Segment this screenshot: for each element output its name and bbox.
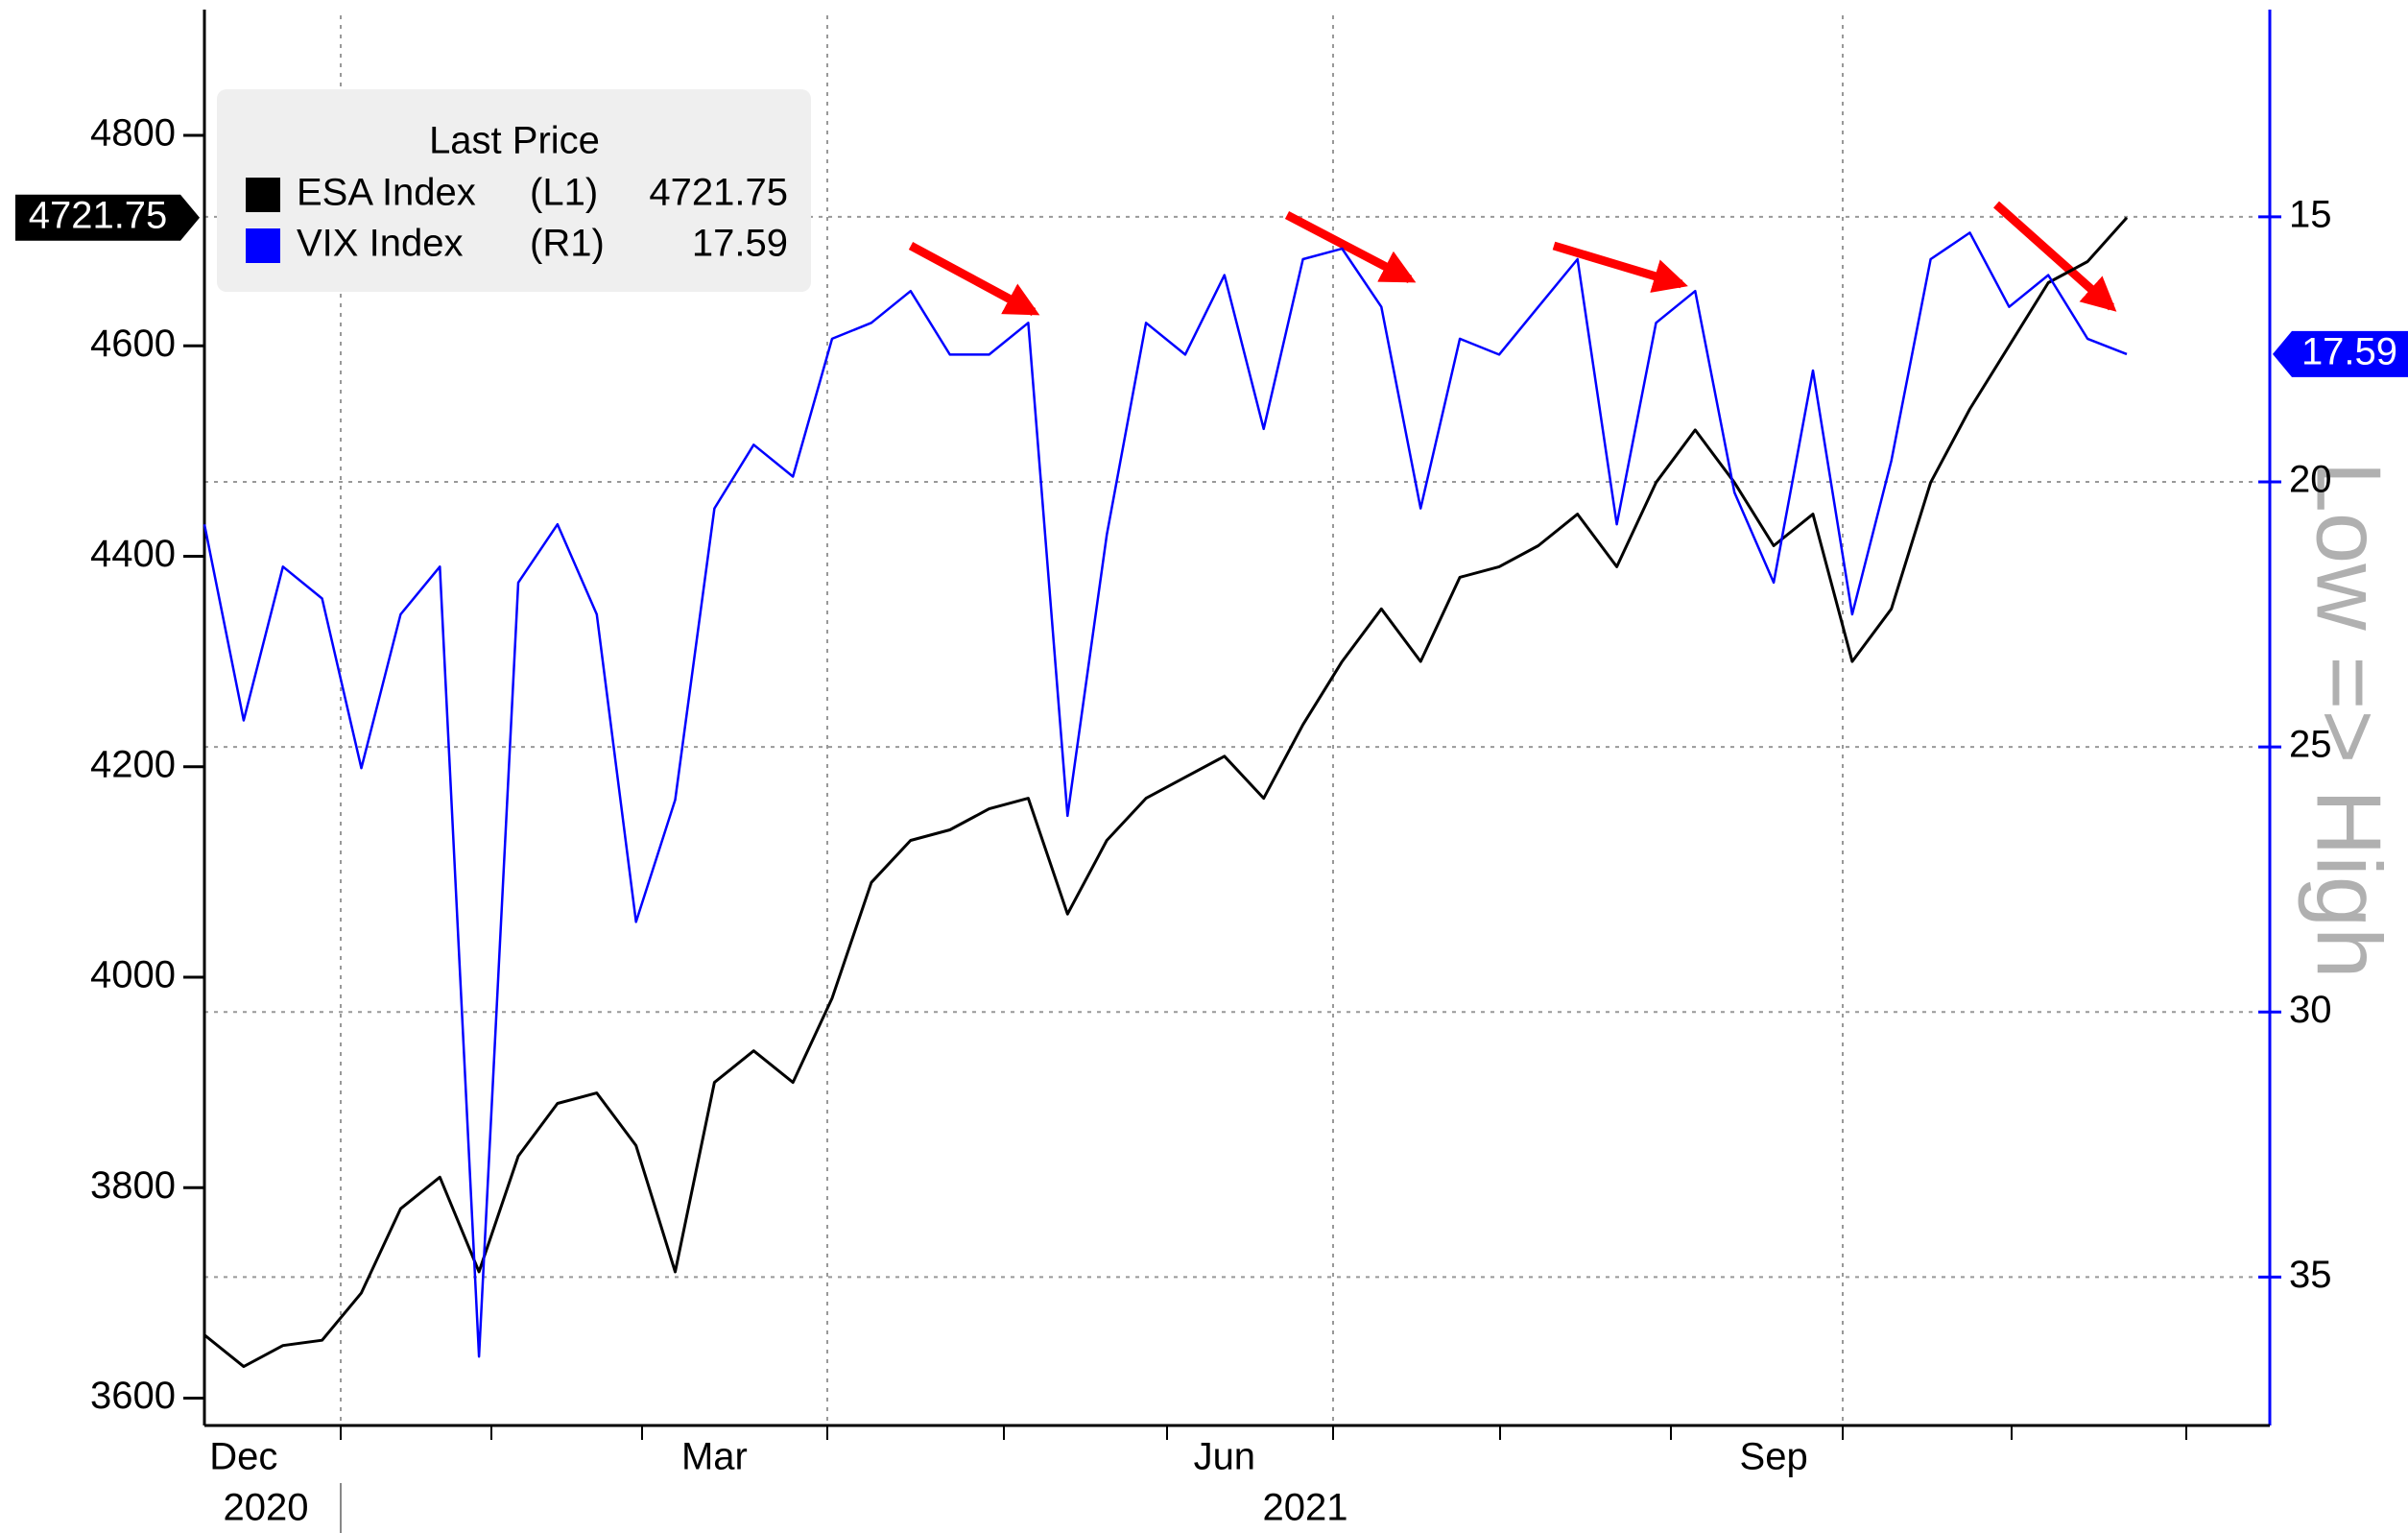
y2-tick-label: 15 [2289, 193, 2332, 235]
y-tick-label: 4400 [90, 533, 176, 575]
arrow [1552, 241, 1688, 293]
x-tick-label: Dec [209, 1436, 277, 1478]
legend-value: 4721.75 [649, 172, 788, 214]
legend-value: 17.59 [692, 223, 788, 265]
x-tick-label: Mar [681, 1436, 748, 1478]
series-line [203, 216, 2129, 1369]
legend-title: Last Price [429, 120, 600, 162]
y-tick-label: 4000 [90, 954, 176, 996]
series-line [203, 231, 2128, 1358]
arrow [908, 242, 1040, 316]
x-tick-label: Jun [1194, 1436, 1256, 1478]
legend-axis: (R1) [530, 223, 605, 265]
y-tick-label: 4200 [90, 743, 176, 785]
y2-tick-label: 30 [2289, 989, 2332, 1031]
x-tick-label: Sep [1740, 1436, 1808, 1478]
legend-axis: (L1) [530, 172, 598, 214]
price-tag [15, 194, 200, 241]
legend-label: VIX Index [297, 223, 463, 265]
y2-tick-label: 25 [2289, 724, 2332, 766]
legend-swatch [246, 178, 280, 212]
y-tick-label: 3600 [90, 1375, 176, 1417]
x-axis-ticks [340, 1425, 2187, 1533]
y-tick-label: 4800 [90, 112, 176, 155]
y-tick-label: 3800 [90, 1164, 176, 1207]
price-tag-label: 17.59 [2301, 330, 2397, 372]
y2-tick-label: 20 [2289, 459, 2332, 501]
y2-tick-label: 35 [2289, 1254, 2332, 1296]
legend: Last Price ESA Index (L1) 4721.75 VIX Index… [217, 89, 811, 292]
legend-box [217, 89, 811, 292]
price-tag [2273, 330, 2408, 377]
legend-swatch [246, 228, 280, 263]
arrow [1993, 201, 2117, 312]
arrows [908, 201, 2117, 316]
price-tag-label: 4721.75 [29, 194, 168, 236]
legend-label: ESA Index [297, 172, 476, 214]
year-label: 2021 [1263, 1487, 1348, 1529]
arrow [1284, 211, 1417, 283]
year-label: 2020 [224, 1487, 309, 1529]
y-tick-label: 4600 [90, 323, 176, 365]
annotation: Low => High [2298, 461, 2400, 978]
